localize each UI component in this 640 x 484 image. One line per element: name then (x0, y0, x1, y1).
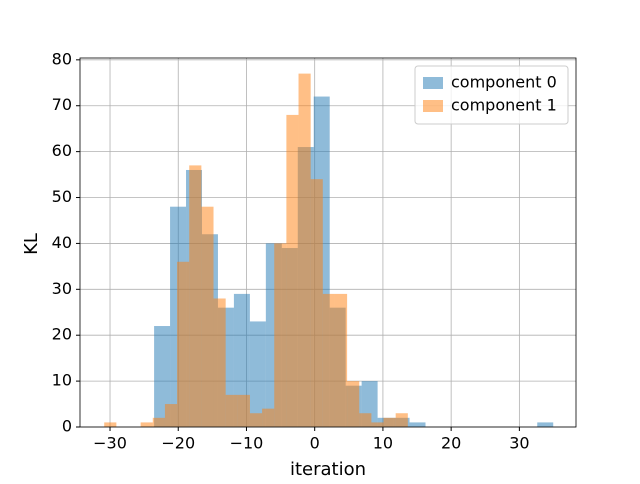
y-tick-label: 80 (52, 49, 72, 68)
bar (189, 165, 202, 428)
x-tick-label: −30 (93, 434, 127, 453)
bar (104, 422, 117, 427)
y-tick-label: 40 (52, 233, 72, 252)
plot-area: −30 −20 −10 0 10 20 30 0 10 20 30 40 50 60 70 80 compone… (52, 49, 577, 453)
legend: component 0 component 1 (414, 65, 569, 125)
bar (274, 243, 287, 427)
x-tick-label: −10 (230, 434, 264, 453)
x-tick-label: 0 (310, 434, 320, 453)
bar (310, 179, 323, 427)
y-tick-label: 0 (62, 417, 72, 436)
bar (347, 381, 360, 427)
legend-box (414, 65, 569, 125)
legend-swatch (423, 100, 443, 112)
bar (286, 114, 299, 427)
bar (140, 422, 153, 427)
bar (152, 417, 165, 427)
bars (104, 73, 554, 428)
plot-frame (79, 57, 577, 428)
bar (213, 298, 226, 427)
bar (249, 413, 263, 427)
y-tick-label: 60 (52, 141, 72, 160)
legend-swatch (423, 77, 443, 89)
legend-label: component 1 (451, 96, 557, 115)
x-tick-label: 10 (373, 434, 393, 453)
bar (249, 321, 266, 427)
bar (233, 293, 250, 427)
bar (371, 422, 384, 427)
x-tick-label: 30 (509, 434, 529, 453)
bar (201, 206, 214, 427)
bar (225, 394, 238, 427)
bar (383, 417, 396, 427)
bar (298, 73, 311, 427)
bar (154, 326, 171, 427)
bar (334, 293, 348, 427)
legend-label: component 0 (451, 73, 557, 92)
bar (237, 394, 250, 427)
x-tick-label: −20 (161, 434, 195, 453)
y-tick-label: 10 (52, 371, 72, 390)
bar (322, 293, 335, 427)
bar (395, 413, 408, 427)
bar (164, 404, 178, 427)
bar (262, 408, 275, 427)
bar (409, 422, 426, 427)
y-axis-label: KL (21, 233, 42, 255)
x-tick-label: 20 (441, 434, 461, 453)
y-tick-label: 50 (52, 187, 72, 206)
bar (359, 413, 372, 427)
y-tick-label: 20 (52, 325, 72, 344)
y-tick-label: 30 (52, 279, 72, 298)
y-tick-label: 70 (52, 95, 72, 114)
x-axis-label: iteration (290, 459, 366, 480)
bar (537, 422, 554, 427)
bar (177, 261, 190, 427)
